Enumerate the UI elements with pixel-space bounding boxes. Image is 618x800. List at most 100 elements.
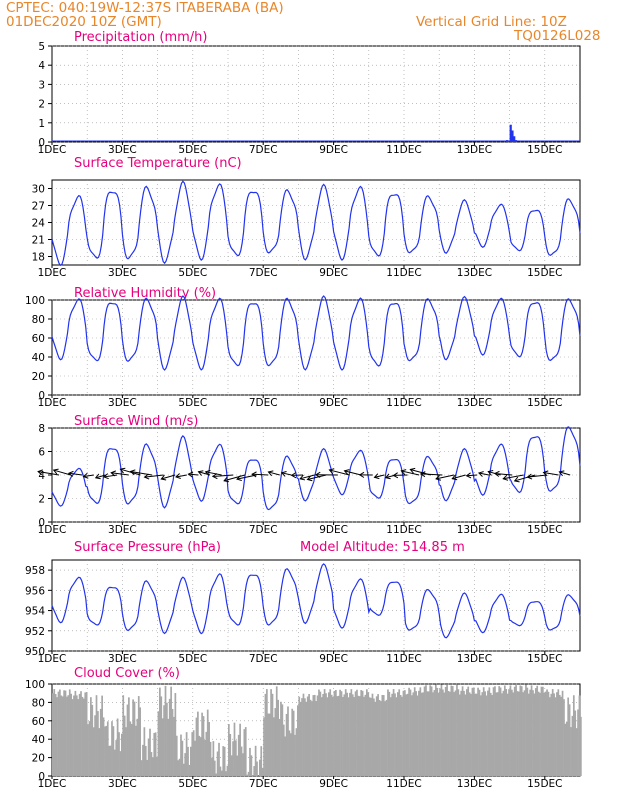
cloud-bar — [516, 691, 519, 776]
cloud-bar — [98, 728, 101, 776]
cloud-bar — [550, 693, 553, 776]
cloud-bar — [209, 741, 212, 776]
x-tick-label: 15DEC — [527, 397, 562, 409]
cloud-bar — [278, 718, 281, 776]
cloud-bar — [154, 732, 157, 776]
cloud-bar — [254, 745, 257, 776]
wind-arrowhead — [290, 472, 297, 479]
cloud-bar — [557, 689, 560, 776]
wind-arrowhead — [451, 474, 458, 481]
cloud-bar — [277, 699, 279, 776]
y-tick-label: 2 — [38, 99, 45, 111]
cloud-bar — [489, 692, 492, 776]
y-tick-label: 24 — [32, 218, 46, 230]
x-tick-label: 5DEC — [178, 778, 207, 790]
cloud-bar — [396, 692, 399, 776]
cloud-bar — [333, 690, 336, 776]
cloud-bar — [429, 685, 432, 776]
cloud-bar — [88, 721, 91, 776]
cloud-bar — [481, 692, 484, 776]
y-tick-label: 0 — [38, 137, 45, 149]
cloud-bar — [350, 689, 353, 776]
cloud-bar — [368, 697, 371, 776]
cloud-bar — [560, 696, 562, 776]
cloud-bar — [281, 704, 284, 776]
cloud-bar — [361, 690, 364, 776]
cloud-bar — [467, 686, 470, 776]
cloud-bar — [116, 718, 119, 776]
cloud-bar — [580, 716, 582, 776]
cloud-bar — [180, 734, 182, 776]
cloud-bar — [554, 697, 557, 776]
cloud-bar — [329, 689, 332, 776]
cloud-bar — [105, 725, 108, 776]
cloud-bar — [198, 735, 201, 776]
wind-arrowhead — [487, 470, 494, 476]
wind-vector — [212, 474, 234, 477]
cloud-bar — [263, 717, 265, 776]
cloud-bar — [381, 694, 384, 776]
x-tick-label: 5DEC — [178, 653, 207, 665]
cloud-bar — [440, 684, 443, 776]
cloud-bar — [563, 699, 565, 776]
cloud-bar — [444, 686, 447, 776]
cloud-bar — [304, 698, 306, 776]
cloud-bar — [418, 690, 420, 776]
cloud-bar — [457, 689, 460, 776]
cloud-bar — [408, 687, 410, 776]
wind-vector — [478, 472, 489, 476]
cloud-bar — [195, 717, 198, 776]
cloud-bar — [430, 686, 433, 776]
x-tick-label: 3DEC — [108, 524, 137, 536]
wind-vector — [38, 471, 60, 476]
cloud-bar — [523, 690, 526, 776]
wind-vector — [236, 474, 257, 480]
cloud-bar — [109, 745, 112, 776]
cloud-bar — [371, 693, 374, 776]
y-tick-label: 4 — [38, 470, 45, 482]
wind-arrowhead — [299, 474, 306, 481]
x-tick-label: 9DEC — [319, 144, 348, 156]
cloud-bar — [237, 734, 240, 776]
cloud-bar — [318, 689, 320, 776]
wind-arrowhead — [267, 470, 274, 477]
wind-vector — [144, 474, 164, 478]
cloud-bar — [326, 697, 329, 776]
cloud-bar — [526, 687, 529, 776]
cloud-bar — [102, 717, 105, 776]
cloud-bar — [460, 690, 463, 776]
cloud-bar — [133, 701, 136, 776]
cloud-bar — [106, 721, 109, 776]
cloud-bar — [111, 721, 113, 776]
wind-vector — [503, 474, 524, 480]
wind-vector — [374, 474, 385, 478]
cloud-bar — [156, 756, 158, 776]
cloud-bar — [546, 689, 548, 776]
cloud-bar — [487, 690, 489, 776]
cloud-bar — [273, 717, 275, 776]
cloud-bar — [426, 691, 429, 776]
cloud-bar — [289, 733, 292, 776]
cloud-bar — [536, 685, 539, 776]
cloud-bar — [78, 693, 81, 776]
cloud-bar — [530, 685, 533, 776]
wind-vector — [420, 473, 443, 476]
cloud-bar — [472, 687, 475, 776]
y-tick-label: 0 — [38, 390, 45, 402]
series-line — [51, 426, 581, 511]
cloud-bar — [518, 691, 520, 776]
cloud-bar — [499, 687, 502, 776]
cloud-bar — [401, 696, 403, 776]
cloud-bar — [202, 716, 205, 776]
x-tick-label: 9DEC — [319, 524, 348, 536]
cloud-bar — [244, 727, 247, 776]
cloud-bar — [578, 695, 581, 776]
wind-vector — [175, 474, 187, 478]
cloud-bar — [59, 689, 61, 776]
cloud-bar — [465, 689, 468, 776]
cloud-bar — [167, 718, 170, 776]
y-tick-label: 40 — [32, 352, 45, 364]
cloud-bar — [243, 729, 246, 776]
cloud-bar — [496, 692, 499, 776]
cloud-bar — [561, 690, 564, 776]
